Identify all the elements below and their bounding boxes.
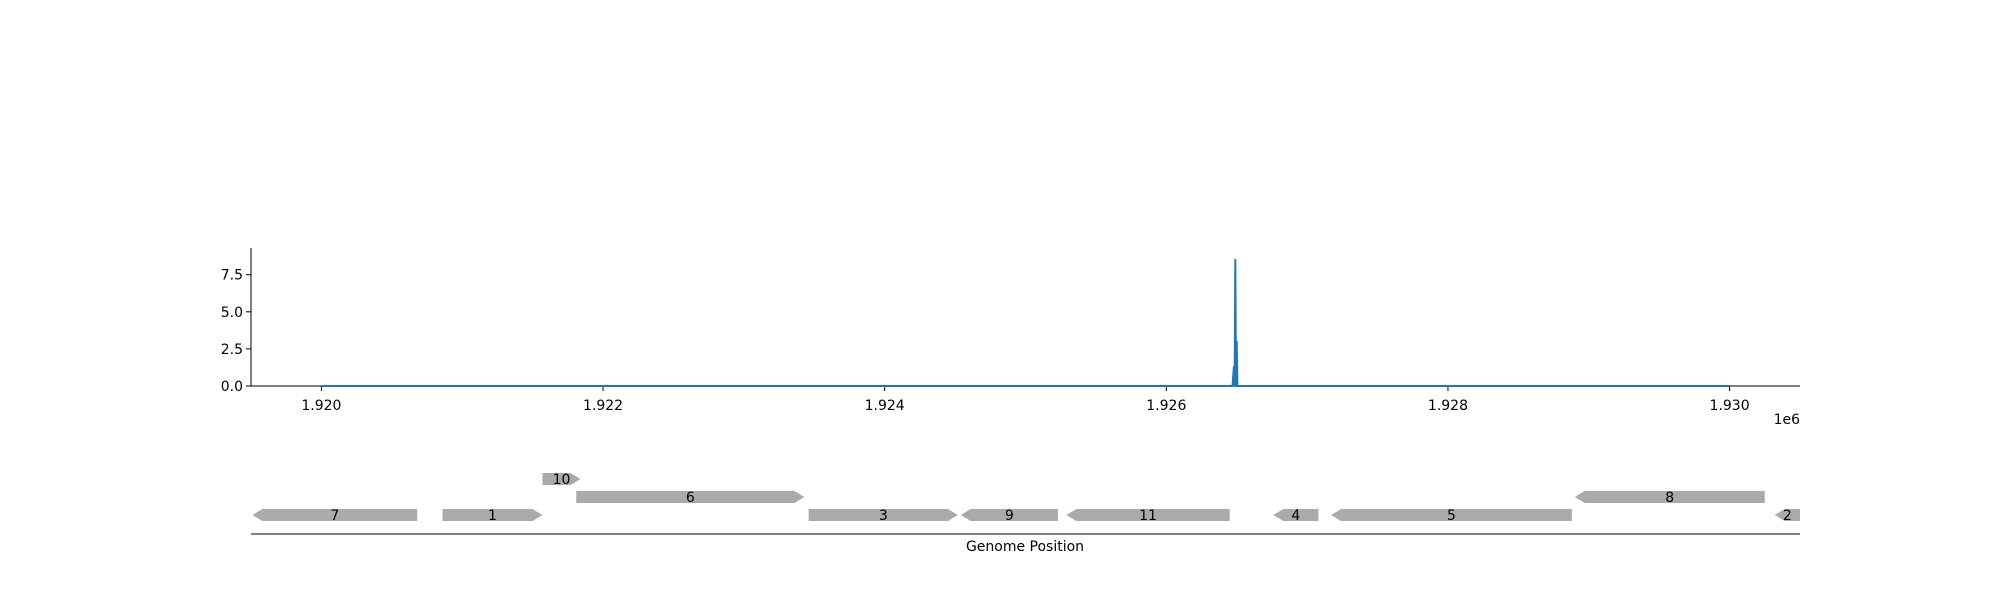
gene-arrow-10 <box>542 473 581 485</box>
x-tick-label: 1.922 <box>583 398 623 414</box>
series-group <box>321 258 1730 387</box>
gene-label-3: 3 <box>879 508 888 524</box>
y-tick-label: 7.5 <box>221 268 243 284</box>
gene-arrow-5 <box>1331 509 1572 521</box>
x-ticks: 1.920 1.922 1.924 1.926 1.928 1.930 <box>301 386 1750 414</box>
gene-arrow-8 <box>1574 491 1765 503</box>
coverage-panel: 0.02.55.07.5 1.920 1.922 1.924 1.926 1.928 1.… <box>221 248 1800 428</box>
gene-label-7: 7 <box>330 508 339 524</box>
gene-label-9: 9 <box>1005 508 1014 524</box>
x-tick-label: 1.926 <box>1146 398 1186 414</box>
gene-arrow-1 <box>442 509 543 521</box>
gene-arrow-7 <box>252 509 418 521</box>
genes-group: 7 1 10 6 3 9 11 4 5 8 2 <box>252 472 1800 524</box>
coverage-line <box>321 258 1730 387</box>
gene-label-8: 8 <box>1665 490 1674 506</box>
gene-track-xlabel: Genome Position <box>966 539 1084 555</box>
y-tick-label: 5.0 <box>221 305 243 321</box>
gene-arrow-6 <box>576 491 805 503</box>
x-offset-label: 1e6 <box>1774 412 1801 428</box>
y-tick-label: 0.0 <box>221 379 243 395</box>
gene-label-10: 10 <box>553 472 571 488</box>
gene-arrow-4 <box>1273 509 1319 521</box>
x-tick-label: 1.928 <box>1428 398 1468 414</box>
gene-arrow-11 <box>1066 509 1230 521</box>
gene-label-5: 5 <box>1447 508 1456 524</box>
x-tick-label: 1.924 <box>865 398 905 414</box>
gene-arrow-3 <box>808 509 958 521</box>
gene-label-6: 6 <box>686 490 695 506</box>
gene-label-11: 11 <box>1139 508 1157 524</box>
gene-label-1: 1 <box>488 508 497 524</box>
gene-arrow-2 <box>1774 509 1800 521</box>
x-tick-label: 1.930 <box>1710 398 1750 414</box>
y-ticks: 0.0 2.5 5.0 7.5 <box>221 268 251 395</box>
gene-arrow-9 <box>960 509 1058 521</box>
x-tick-label: 1.920 <box>301 398 341 414</box>
gene-label-2: 2 <box>1783 508 1792 524</box>
y-tick-label: 2.5 <box>221 342 243 358</box>
gene-track-panel: 7 1 10 6 3 9 11 4 5 8 2 Genome Position <box>251 472 1800 555</box>
gene-label-4: 4 <box>1291 508 1300 524</box>
